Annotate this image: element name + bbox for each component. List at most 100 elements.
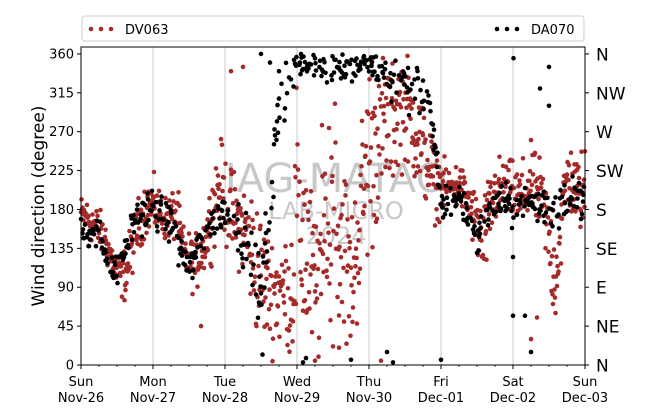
data-point-da070	[114, 273, 119, 279]
data-point-dv063	[316, 335, 322, 341]
data-point-dv063	[302, 202, 307, 207]
data-point-dv063	[349, 283, 354, 288]
data-point-dv063	[361, 211, 366, 217]
data-point-dv063	[180, 234, 185, 239]
data-point-dv063	[442, 154, 447, 159]
data-point-dv063	[378, 358, 384, 364]
data-point-da070	[366, 69, 372, 74]
data-point-dv063	[328, 317, 333, 323]
data-point-dv063	[350, 305, 356, 310]
data-point-dv063	[403, 126, 409, 131]
data-point-dv063	[506, 167, 511, 173]
data-point-da070	[443, 183, 449, 189]
data-point-da070	[465, 222, 471, 227]
data-point-da070	[337, 59, 342, 65]
compass-label: N	[596, 45, 609, 65]
y-axis: 0 45 90 135 180 225 270 315 360	[49, 47, 81, 374]
data-point-da070	[126, 245, 131, 251]
data-point-dv063	[398, 105, 404, 110]
data-point-dv063	[326, 125, 332, 131]
data-point-dv063	[413, 131, 419, 136]
data-point-dv063	[230, 201, 236, 206]
data-point-da070	[509, 208, 514, 214]
data-point-da070	[239, 251, 244, 256]
data-point-da070	[324, 80, 330, 85]
data-point-dv063	[224, 244, 229, 250]
data-point-dv063	[127, 228, 132, 234]
data-point-dv063	[221, 175, 227, 180]
data-point-dv063	[281, 300, 287, 305]
data-point-dv063	[240, 64, 246, 70]
data-point-da070	[562, 183, 567, 188]
data-point-da070	[155, 229, 160, 234]
data-point-dv063	[379, 171, 384, 176]
data-point-da070	[323, 70, 328, 76]
data-point-dv063	[331, 228, 336, 234]
data-point-da070	[528, 349, 534, 355]
data-point-dv063	[344, 269, 350, 274]
data-point-dv063	[296, 192, 301, 198]
data-point-da070	[300, 360, 306, 365]
data-point-dv063	[256, 263, 261, 269]
data-point-da070	[437, 184, 442, 190]
data-point-dv063	[186, 231, 192, 236]
data-point-dv063	[238, 206, 243, 211]
data-point-da070	[522, 204, 527, 209]
data-point-dv063	[357, 266, 363, 272]
data-point-da070	[269, 179, 275, 185]
x-tick-label-date: Nov-27	[130, 391, 176, 406]
y-tick-label: 180	[49, 203, 74, 218]
data-point-dv063	[285, 286, 291, 291]
data-point-dv063	[280, 278, 286, 283]
data-point-dv063	[264, 322, 270, 327]
data-point-dv063	[275, 304, 281, 309]
data-point-da070	[546, 64, 552, 70]
compass-label: SW	[596, 162, 624, 182]
data-point-da070	[412, 77, 417, 82]
data-point-da070	[364, 57, 369, 63]
data-point-dv063	[261, 237, 267, 242]
data-point-dv063	[317, 241, 322, 246]
data-point-dv063	[248, 291, 253, 297]
data-point-dv063	[233, 220, 238, 226]
data-point-dv063	[545, 215, 551, 220]
data-point-da070	[169, 210, 174, 216]
legend-label-da070: DA070	[531, 23, 575, 38]
data-point-dv063	[552, 295, 558, 300]
data-point-dv063	[483, 229, 489, 234]
data-point-da070	[445, 201, 451, 207]
data-point-da070	[405, 65, 411, 71]
data-point-da070	[550, 224, 555, 229]
data-point-dv063	[136, 226, 142, 231]
data-point-dv063	[222, 227, 227, 233]
data-point-da070	[493, 209, 499, 215]
data-point-dv063	[151, 169, 157, 175]
data-point-dv063	[354, 321, 360, 326]
data-point-dv063	[149, 212, 154, 217]
data-point-dv063	[341, 319, 347, 324]
data-point-dv063	[578, 224, 583, 230]
data-point-dv063	[228, 187, 233, 192]
data-point-da070	[276, 96, 282, 101]
data-point-da070	[348, 357, 354, 363]
data-point-dv063	[270, 358, 275, 364]
data-point-dv063	[106, 241, 111, 247]
data-point-dv063	[347, 239, 353, 245]
data-point-dv063	[530, 172, 536, 177]
x-tick-label-date: Nov-29	[274, 391, 320, 406]
data-point-dv063	[183, 241, 188, 246]
data-point-dv063	[323, 196, 328, 201]
y-tick-label: 270	[49, 125, 74, 140]
data-point-da070	[198, 243, 203, 249]
data-point-dv063	[120, 260, 126, 266]
data-point-da070	[382, 66, 388, 72]
data-point-dv063	[324, 274, 330, 280]
data-point-dv063	[283, 258, 289, 264]
data-point-da070	[187, 259, 193, 265]
data-point-dv063	[283, 244, 288, 249]
data-point-da070	[236, 201, 241, 207]
data-point-dv063	[355, 270, 361, 276]
data-point-dv063	[365, 183, 371, 189]
data-point-dv063	[329, 155, 334, 160]
data-point-da070	[249, 230, 254, 235]
